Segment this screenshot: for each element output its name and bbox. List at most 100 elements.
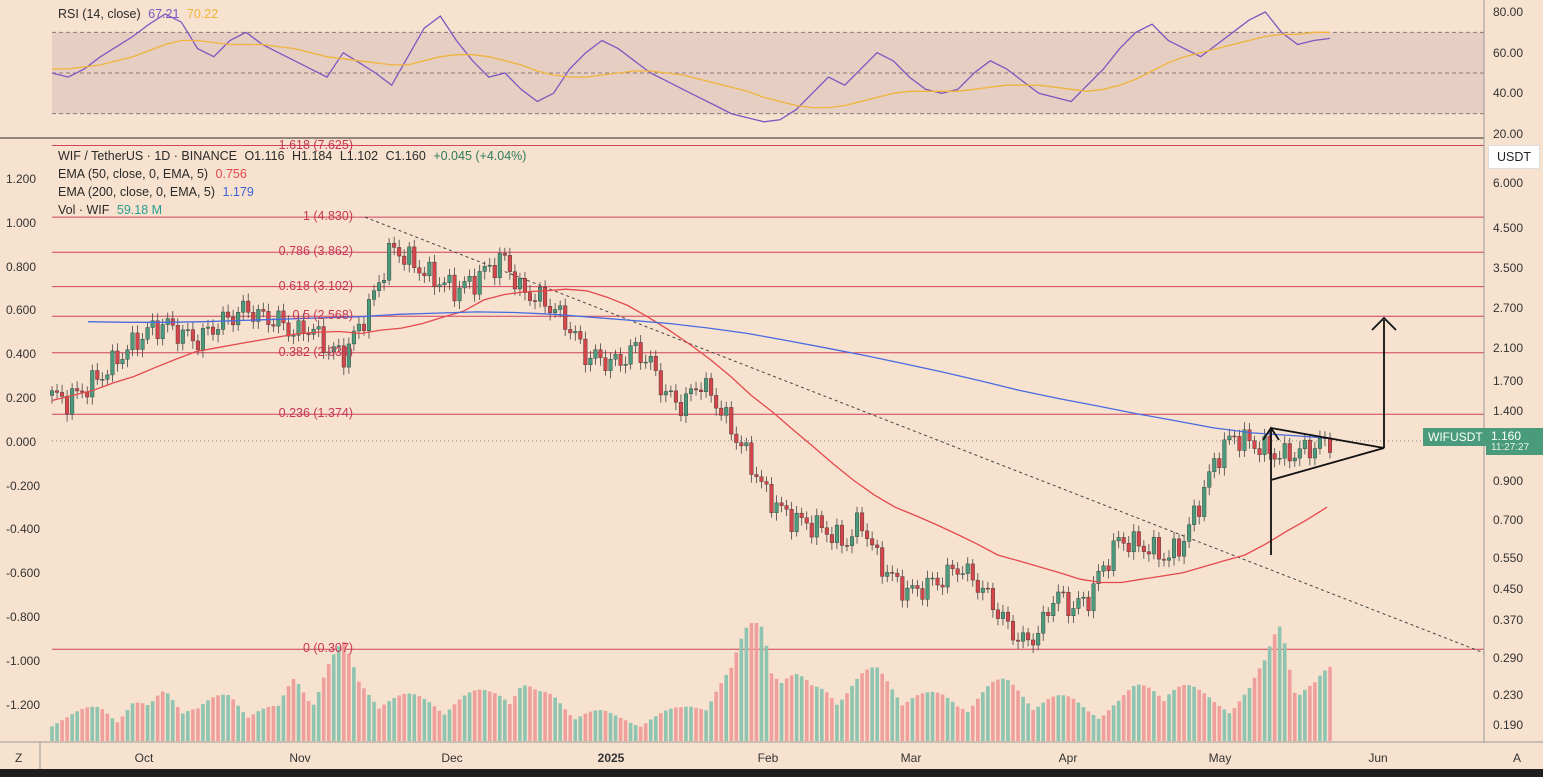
candle-body bbox=[764, 481, 769, 485]
volume-bar bbox=[578, 716, 583, 741]
time-tick: 2025 bbox=[597, 751, 625, 765]
candle-body bbox=[487, 265, 492, 267]
volume-bar bbox=[769, 673, 774, 741]
candle-body bbox=[668, 390, 673, 393]
fib-level-label: 0.786 (3.862) bbox=[278, 244, 353, 259]
candle-body bbox=[472, 276, 477, 295]
candle-body bbox=[1126, 543, 1131, 553]
volume-bar bbox=[211, 697, 215, 741]
candle-body bbox=[809, 522, 814, 538]
volume-bar bbox=[679, 707, 683, 741]
low-value: L1.102 bbox=[339, 149, 379, 163]
volume-bar bbox=[986, 686, 990, 741]
candle-body bbox=[356, 323, 361, 332]
volume-bar bbox=[684, 706, 688, 741]
volume-bar bbox=[719, 683, 723, 741]
price-tick: 0.230 bbox=[1493, 687, 1524, 702]
volume-bar bbox=[799, 676, 804, 741]
ema200-legend[interactable]: EMA (200, close, 0, EMA, 5) 1.179 bbox=[58, 185, 258, 199]
rsi-legend-ma-value: 70.22 bbox=[186, 7, 219, 21]
rsi-legend[interactable]: RSI (14, close) 67.21 70.22 bbox=[58, 7, 222, 21]
candle-body bbox=[558, 305, 563, 310]
volume-bar bbox=[945, 697, 950, 741]
volume-bar bbox=[930, 691, 935, 741]
volume-bar bbox=[960, 708, 965, 741]
volume-bar bbox=[533, 689, 537, 741]
candle-body bbox=[638, 342, 643, 363]
left-axis-tick: 0.000 bbox=[6, 434, 37, 449]
close-value: C1.160 bbox=[385, 149, 426, 163]
candle-body bbox=[397, 247, 402, 257]
volume-bar bbox=[135, 702, 140, 741]
ema50-legend[interactable]: EMA (50, close, 0, EMA, 5) 0.756 bbox=[58, 167, 251, 181]
volume-bar bbox=[784, 678, 789, 741]
volume-bar bbox=[1217, 706, 1222, 741]
candle-body bbox=[895, 572, 900, 577]
volume-bar bbox=[814, 686, 819, 741]
candle-body bbox=[784, 505, 789, 510]
volume-bar bbox=[352, 667, 356, 741]
volume-legend[interactable]: Vol · WIF 59.18 M bbox=[58, 203, 166, 217]
candle-body bbox=[387, 243, 392, 281]
candle-body bbox=[704, 378, 709, 392]
candle-body bbox=[316, 326, 321, 330]
volume-bar bbox=[1031, 710, 1035, 741]
auto-scale-toggle[interactable]: A bbox=[1513, 751, 1522, 765]
volume-bar bbox=[271, 705, 276, 741]
price-tick: 3.500 bbox=[1493, 260, 1524, 275]
fib-level-label: 0 (0.307) bbox=[302, 641, 353, 656]
candle-body bbox=[633, 342, 638, 346]
volume-bar bbox=[603, 710, 608, 741]
candle-body bbox=[100, 379, 105, 381]
candle-body bbox=[135, 332, 140, 350]
volume-bar bbox=[618, 717, 623, 741]
candle-body bbox=[774, 502, 779, 513]
volume-bar bbox=[865, 669, 869, 741]
candle-body bbox=[467, 276, 472, 282]
volume-bar bbox=[689, 706, 693, 741]
candle-body bbox=[1327, 437, 1332, 453]
volume-bar bbox=[1147, 687, 1151, 741]
volume-bar bbox=[880, 673, 884, 741]
symbol-legend[interactable]: WIF / TetherUS · 1D · BINANCE O1.116 H1.… bbox=[58, 149, 530, 163]
volume-bar bbox=[820, 688, 824, 741]
candle-body bbox=[980, 587, 985, 593]
candle-body bbox=[1187, 524, 1192, 542]
currency-label[interactable]: USDT bbox=[1488, 145, 1540, 169]
left-axis-tick: 1.200 bbox=[6, 172, 37, 186]
candle-body bbox=[915, 585, 920, 589]
candle-body bbox=[769, 483, 774, 513]
candle-body bbox=[608, 358, 613, 371]
candle-body bbox=[568, 329, 573, 334]
candle-body bbox=[905, 587, 910, 601]
volume-bar bbox=[291, 678, 296, 741]
volume-bar bbox=[457, 699, 462, 741]
candle-body bbox=[205, 326, 210, 329]
target-arrowhead bbox=[1371, 316, 1397, 331]
volume-bar bbox=[60, 720, 64, 741]
candle-body bbox=[402, 255, 407, 265]
volume-bar bbox=[613, 715, 618, 741]
volume-bar bbox=[1282, 643, 1287, 741]
candle-body bbox=[80, 390, 85, 393]
log-scale-toggle[interactable]: Z bbox=[15, 751, 23, 765]
volume-bar bbox=[55, 723, 59, 741]
volume-bar bbox=[1207, 697, 1212, 741]
candle-body bbox=[533, 300, 538, 302]
volume-bar bbox=[110, 718, 115, 741]
volume-pane bbox=[50, 622, 1332, 741]
candle-body bbox=[85, 391, 90, 398]
time-tick: Nov bbox=[289, 751, 311, 765]
candle-body bbox=[1141, 545, 1146, 552]
volume-bar bbox=[301, 692, 306, 741]
volume-bar bbox=[900, 705, 905, 741]
candle-body bbox=[880, 547, 885, 577]
candle-body bbox=[945, 564, 950, 588]
volume-bar bbox=[1162, 701, 1166, 741]
candle-body bbox=[442, 282, 447, 285]
candle-body bbox=[683, 393, 688, 416]
candle-body bbox=[975, 579, 980, 593]
candle-body bbox=[910, 585, 915, 589]
volume-bar bbox=[1051, 696, 1056, 741]
